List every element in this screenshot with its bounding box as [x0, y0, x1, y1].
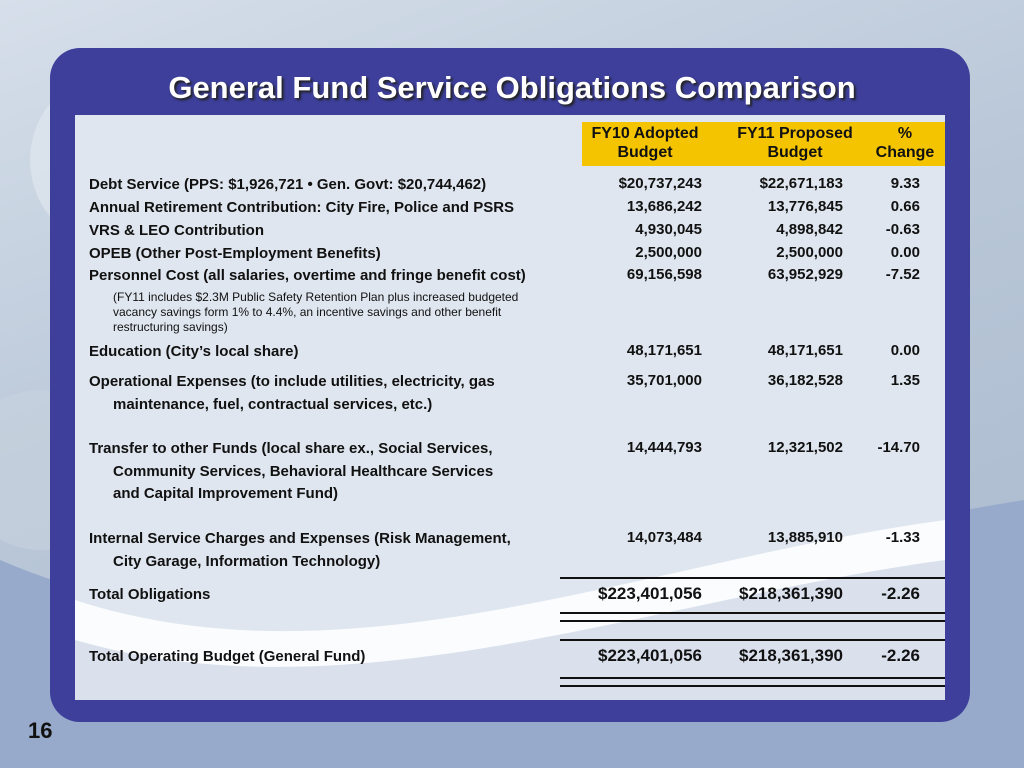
row-label: City Garage, Information Technology)	[113, 552, 381, 570]
row-label: Total Operating Budget (General Fund)	[89, 648, 366, 665]
cell-value: 12,321,502	[767, 439, 843, 456]
row-label: Operational Expenses (to include utiliti…	[89, 373, 495, 390]
cell-value: 48,171,651	[626, 342, 702, 359]
column-header: %	[897, 125, 913, 142]
cell-value: 36,182,528	[767, 372, 843, 389]
row-label: maintenance, fuel, contractual services,…	[113, 395, 433, 413]
cell-value: 2,500,000	[635, 244, 702, 261]
cell-value: 9.33	[890, 175, 920, 192]
cell-value: 48,171,651	[767, 342, 843, 359]
cell-value: $22,671,183	[759, 175, 843, 192]
cell-value: -7.52	[885, 266, 920, 283]
row-label: Transfer to other Funds (local share ex.…	[89, 440, 493, 457]
cell-value: -0.63	[885, 221, 920, 238]
row-label: Personnel Cost (all salaries, overtime a…	[89, 267, 526, 284]
row-note: restructuring savings)	[113, 320, 228, 334]
cell-value: -1.33	[885, 529, 920, 546]
cell-value: 69,156,598	[626, 266, 702, 283]
row-label: Total Obligations	[89, 586, 211, 603]
row-label: Annual Retirement Contribution: City Fir…	[89, 199, 515, 216]
cell-value: $218,361,390	[739, 646, 843, 665]
row-label: Internal Service Charges and Expenses (R…	[89, 530, 511, 547]
page-number: 16	[28, 718, 53, 743]
row-label: Debt Service (PPS: $1,926,721 • Gen. Gov…	[89, 176, 487, 193]
row-label: VRS & LEO Contribution	[89, 222, 264, 239]
row-note: (FY11 includes $2.3M Public Safety Reten…	[113, 290, 519, 304]
cell-value: 0.66	[890, 198, 920, 215]
cell-value: 4,898,842	[776, 221, 843, 238]
cell-value: 0.00	[890, 342, 920, 359]
column-header: Budget	[767, 144, 823, 161]
cell-value: $218,361,390	[739, 584, 843, 603]
column-header: FY10 Adopted	[591, 125, 699, 142]
cell-value: 4,930,045	[635, 221, 702, 238]
cell-value: 2,500,000	[776, 244, 843, 261]
cell-value: 13,686,242	[626, 198, 702, 215]
column-header: Change	[875, 144, 935, 161]
row-label: Community Services, Behavioral Healthcar…	[113, 462, 494, 480]
cell-value: 13,776,845	[767, 198, 843, 215]
row-label: Education (City’s local share)	[89, 343, 299, 360]
cell-value: $20,737,243	[618, 175, 702, 192]
column-header: Budget	[617, 144, 673, 161]
cell-value: $223,401,056	[598, 584, 702, 603]
cell-value: 35,701,000	[626, 372, 702, 389]
cell-value: 63,952,929	[767, 266, 843, 283]
cell-value: 14,444,793	[626, 439, 702, 456]
row-label: and Capital Improvement Fund)	[113, 485, 339, 502]
cell-value: 1.35	[890, 372, 920, 389]
cell-value: -2.26	[881, 584, 920, 603]
cell-value: -14.70	[877, 439, 920, 456]
column-header: FY11 Proposed	[737, 125, 853, 142]
row-label: OPEB (Other Post-Employment Benefits)	[89, 245, 381, 262]
cell-value: -2.26	[881, 646, 920, 665]
title: General Fund Service Obligations Compari…	[168, 70, 856, 105]
cell-value: 0.00	[890, 244, 920, 261]
row-note: vacancy savings form 1% to 4.4%, an ince…	[113, 305, 502, 319]
cell-value: 14,073,484	[626, 529, 702, 546]
cell-value: $223,401,056	[598, 646, 702, 665]
cell-value: 13,885,910	[767, 529, 843, 546]
